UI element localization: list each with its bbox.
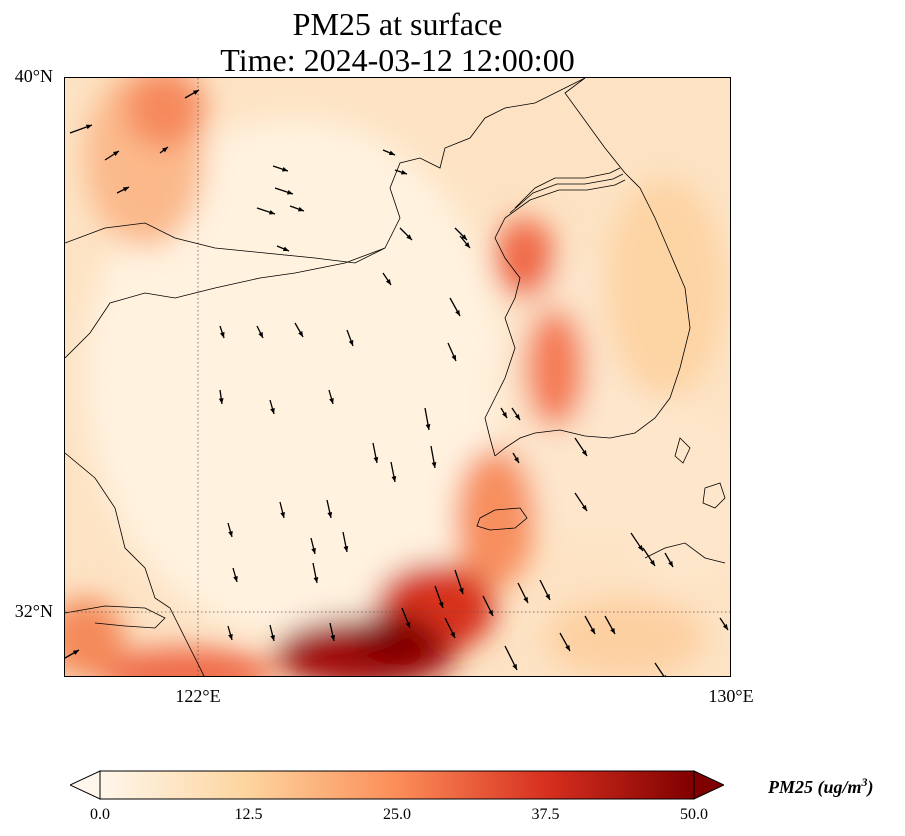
- wind-arrow-head: [610, 627, 615, 634]
- gridlines: [65, 78, 730, 676]
- wind-arrow-head: [405, 621, 411, 628]
- wind-arrow-head: [464, 242, 470, 248]
- wind-arrow-head: [233, 575, 238, 582]
- wind-arrow-head: [280, 511, 285, 518]
- lat-label-32n: 32°N: [14, 601, 53, 621]
- wind-arrow-head: [297, 206, 304, 212]
- wind-arrow-head: [565, 644, 570, 651]
- wind-arrow-head: [218, 398, 224, 404]
- wind-arrow-head: [590, 627, 595, 634]
- wind-arrow-head: [581, 450, 587, 456]
- wind-arrow-head: [406, 234, 412, 240]
- wind-arrow-head: [388, 150, 395, 156]
- wind-arrow-head: [451, 354, 456, 361]
- wind-arrow-head: [85, 124, 92, 130]
- colorbar-extend-min: [68, 770, 101, 800]
- wind-arrow-head: [268, 209, 275, 215]
- wind-arrow-head: [391, 476, 397, 482]
- wind-arrow-head: [581, 505, 587, 511]
- wind-arrow-head: [327, 512, 333, 518]
- wind-arrow-head: [298, 330, 303, 337]
- colorbar-gradient: [68, 770, 726, 800]
- wind-arrow-head: [282, 246, 289, 252]
- wind-arrow-head: [228, 530, 233, 537]
- wind-arrow-head: [438, 601, 444, 608]
- wind-vectors: [65, 89, 729, 676]
- wind-arrow-head: [311, 547, 316, 554]
- wind-arrow-head: [512, 663, 517, 670]
- map-title: PM25 at surface: [292, 6, 503, 42]
- map-panel[interactable]: [64, 77, 731, 677]
- wind-arrow-head: [458, 587, 464, 594]
- map-subtitle-time: Time: 2024-03-12 12:00:00: [220, 42, 575, 78]
- pm25-field-shading: [65, 78, 730, 676]
- lat-label-40n: 40°N: [14, 66, 53, 86]
- wind-arrow-head: [343, 546, 349, 552]
- wind-arrow-head: [228, 633, 233, 640]
- wind-arrow-head: [373, 457, 379, 463]
- wind-arrow-head: [162, 147, 168, 153]
- wind-arrow-head: [286, 189, 293, 195]
- wind-arrow-head: [219, 331, 225, 338]
- wind-arrow-head: [722, 624, 728, 630]
- wind-arrow-head: [281, 166, 288, 172]
- coastlines: [65, 78, 726, 676]
- wind-arrow-head: [329, 397, 334, 404]
- wind-arrow-head: [637, 545, 643, 551]
- wind-arrow-head: [664, 675, 667, 676]
- wind-arrow-head: [649, 560, 655, 566]
- wind-arrow-head: [400, 169, 407, 175]
- wind-arrow-head: [348, 339, 354, 346]
- wind-arrow-head: [502, 411, 507, 418]
- wind-arrow-head: [270, 634, 275, 641]
- wind-arrow-head: [668, 560, 673, 567]
- colorbar-tick-3: 37.5: [531, 806, 560, 823]
- wind-arrow-head: [425, 424, 431, 430]
- wind-arrow-head: [122, 187, 129, 192]
- pm25-map: [65, 78, 730, 676]
- colorbar-bar: [99, 770, 695, 800]
- wind-arrow-head: [270, 407, 275, 414]
- wind-arrow-head: [192, 90, 199, 95]
- wind-arrow-head: [450, 631, 455, 638]
- wind-arrow-head: [112, 151, 119, 157]
- wind-arrow-head: [545, 593, 550, 600]
- colorbar: [68, 769, 726, 801]
- wind-arrow-shaft: [654, 662, 665, 676]
- colorbar-tick-0: 0.0: [90, 806, 110, 823]
- colorbar-label: PM25 (ug/m3): [768, 775, 874, 797]
- wind-arrow-head: [72, 650, 79, 655]
- wind-arrow-head: [514, 414, 520, 420]
- wind-arrow-head: [461, 234, 467, 240]
- colorbar-tick-2: 25.0: [383, 806, 411, 823]
- lon-label-122e: 122°E: [175, 686, 221, 706]
- wind-arrow-head: [313, 577, 319, 583]
- colorbar-extend-max: [693, 770, 726, 800]
- wind-arrow-head: [514, 456, 519, 463]
- wind-arrow-head: [523, 596, 528, 603]
- wind-arrow-head: [258, 331, 263, 338]
- wind-arrow-head: [488, 609, 493, 616]
- lon-label-130e: 130°E: [708, 686, 754, 706]
- wind-arrow-head: [330, 635, 336, 641]
- colorbar-tick-4: 50.0: [680, 806, 708, 823]
- wind-arrow-head: [385, 279, 391, 285]
- colorbar-tick-1: 12.5: [234, 806, 263, 823]
- wind-arrow-head: [431, 462, 437, 468]
- wind-arrow-head: [455, 309, 460, 316]
